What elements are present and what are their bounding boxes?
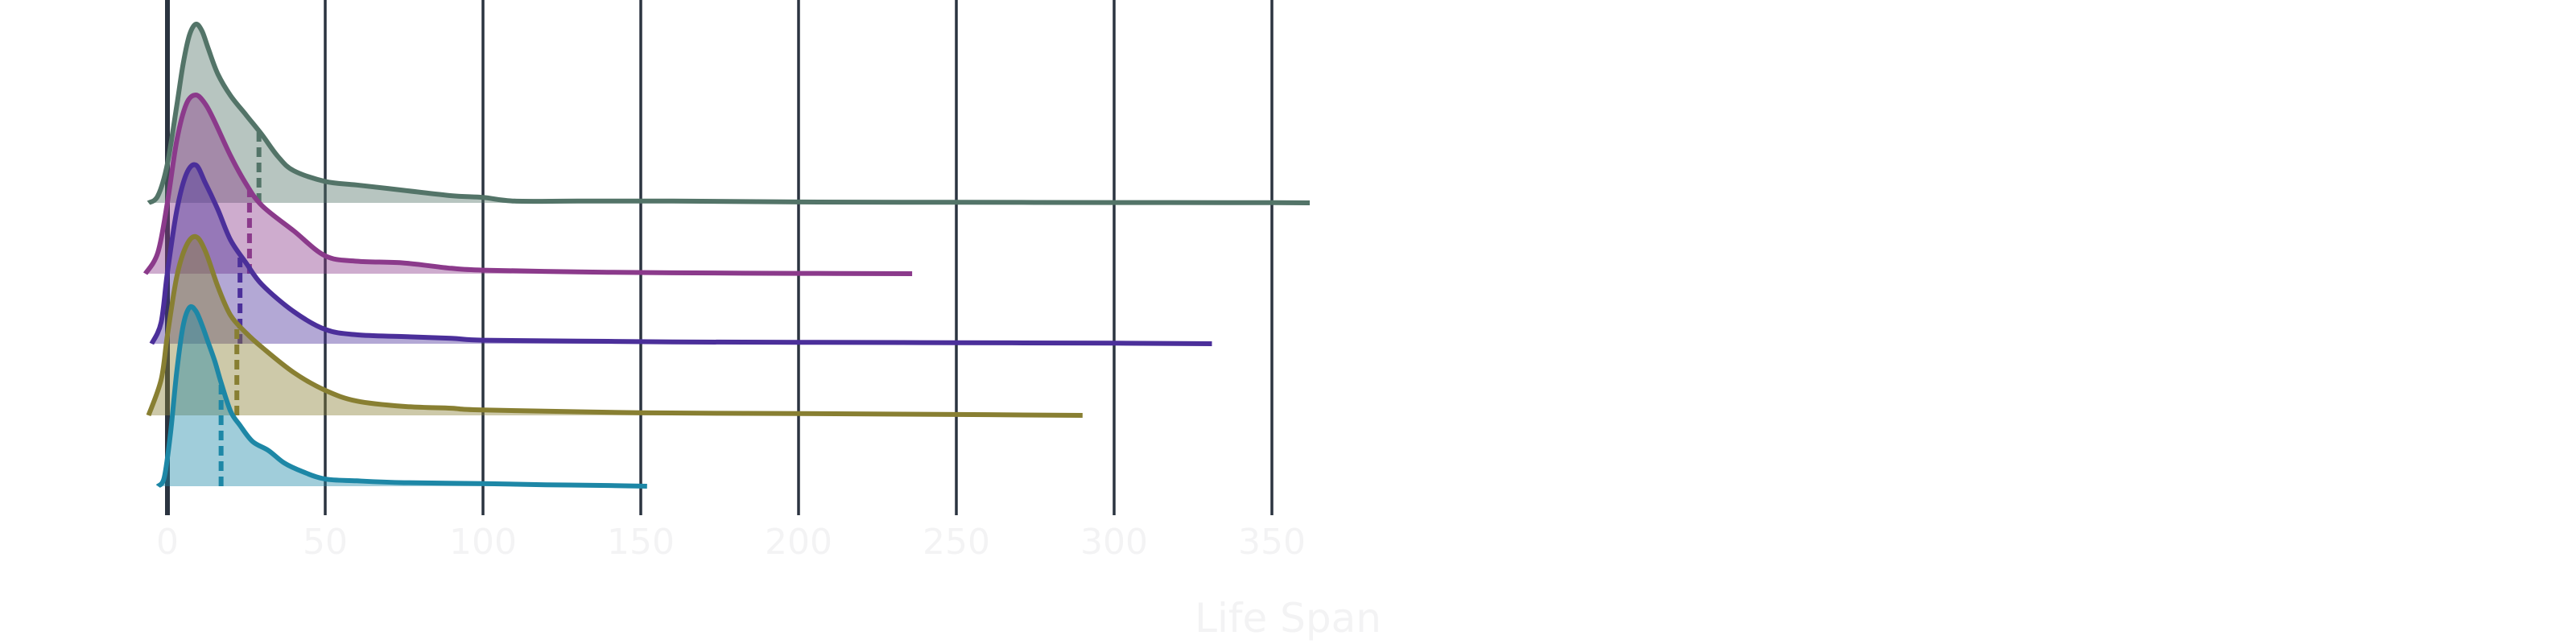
ridge-series-5 [155,303,647,489]
x-tick-label-50: 50 [303,522,348,563]
ridge-area-1 [148,23,1310,204]
density-ridges [143,21,1311,489]
ridge-line-2 [143,93,913,276]
x-tick-label-350: 350 [1238,522,1306,563]
x-tick-label-0: 0 [156,522,179,563]
ridge-series-2 [143,93,913,276]
x-tick-label-300: 300 [1080,522,1148,563]
ridge-line-5 [155,303,647,489]
ridge-area-3 [151,164,1212,344]
x-tick-label-150: 150 [607,522,675,563]
ridge-series-3 [149,162,1212,346]
ridge-area-4 [148,236,1083,415]
x-axis-tick-labels: 0 50 100 150 200 250 300 350 [156,522,1306,563]
ridge-area-2 [145,95,913,274]
x-axis-label: Life Span [1195,595,1381,642]
ridge-series-4 [146,233,1083,418]
ridge-series-1 [147,21,1311,205]
ridge-line-3 [149,162,1212,346]
x-tick-label-250: 250 [923,522,990,563]
ridge-line-4 [146,233,1083,418]
vertical-gridlines [165,0,1274,515]
ridge-line-1 [147,21,1311,205]
x-tick-label-200: 200 [765,522,832,563]
ridge-area-5 [158,306,647,486]
x-tick-label-100: 100 [449,522,517,563]
